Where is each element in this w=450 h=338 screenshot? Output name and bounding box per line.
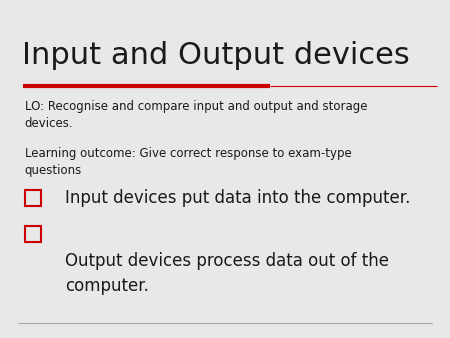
Text: Output devices process data out of the
computer.: Output devices process data out of the c… [65,252,389,295]
Text: Learning outcome: Give correct response to exam-type
questions: Learning outcome: Give correct response … [25,147,351,177]
Text: Input and Output devices: Input and Output devices [22,41,410,70]
Text: LO: Recognise and compare input and output and storage
devices.: LO: Recognise and compare input and outp… [25,100,367,130]
Text: Input devices put data into the computer.: Input devices put data into the computer… [65,189,410,207]
Bar [25,226,40,242]
Bar [25,190,40,206]
